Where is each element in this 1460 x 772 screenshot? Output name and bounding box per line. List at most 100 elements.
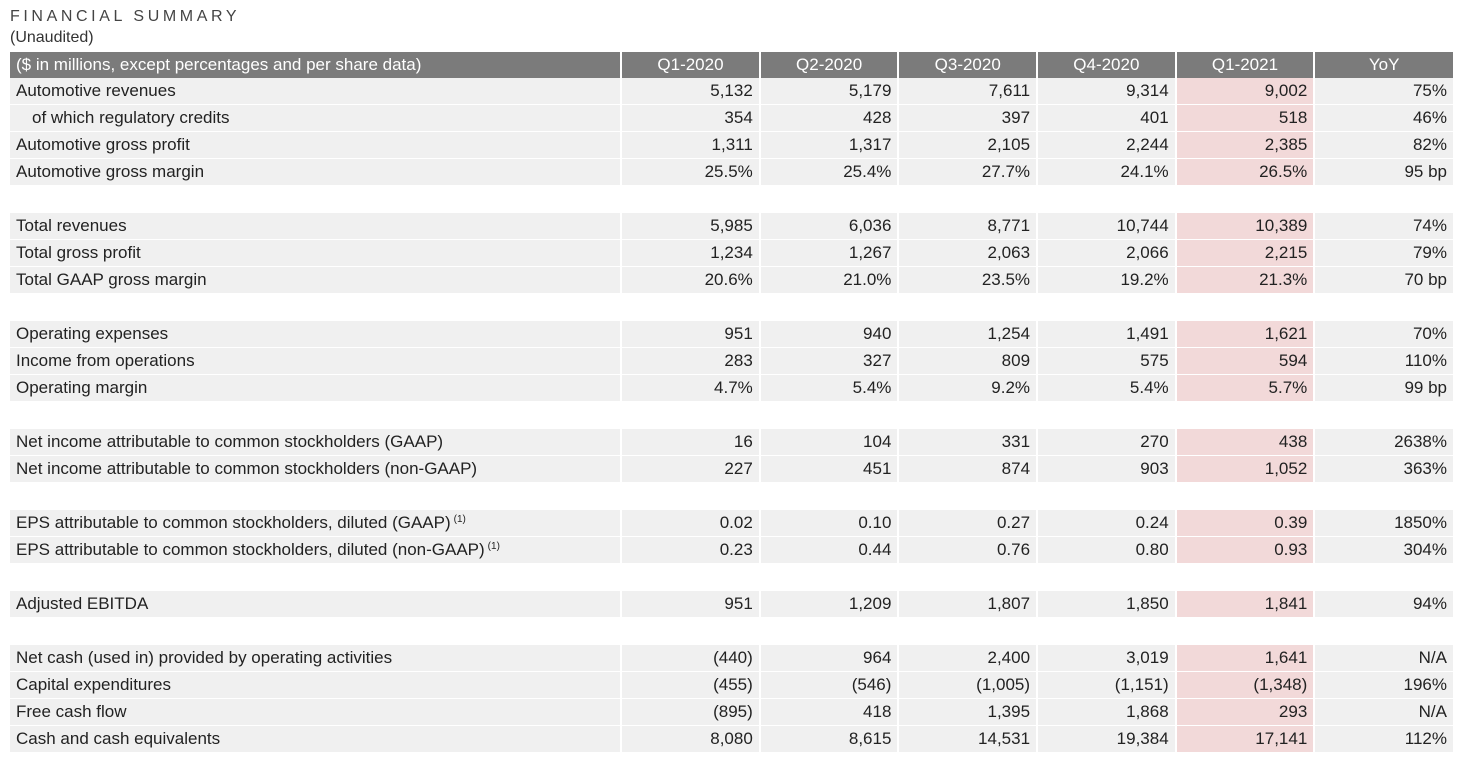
column-header-q4-2020: Q4-2020 xyxy=(1037,52,1177,78)
table-cell: 1,807 xyxy=(898,591,1039,618)
row-label: Capital expenditures xyxy=(10,671,623,699)
table-cell: 79% xyxy=(1314,239,1453,267)
row-label: EPS attributable to common stockholders,… xyxy=(10,536,623,564)
table-cell: 1,052 xyxy=(1175,455,1316,483)
table-cell: 4.7% xyxy=(621,374,761,402)
table-cell: 0.80 xyxy=(1037,536,1177,564)
table-cell: 397 xyxy=(898,104,1039,132)
table-cell: 903 xyxy=(1037,455,1177,483)
row-label: of which regulatory credits xyxy=(10,104,623,132)
table-cell: 5,985 xyxy=(621,213,761,240)
table-cell: 5,132 xyxy=(621,78,761,105)
row-label: Adjusted EBITDA xyxy=(10,591,623,618)
row-label-text: Capital expenditures xyxy=(16,675,171,694)
table-cell: 3,019 xyxy=(1037,645,1177,672)
table-cell: 9,002 xyxy=(1175,78,1316,105)
table-row: Total revenues 5,985 6,036 8,771 10,744 10,38… xyxy=(10,213,1453,240)
table-row: Automotive gross profit 1,311 1,317 2,105 2,… xyxy=(10,131,1453,159)
table-cell: 2,400 xyxy=(898,645,1039,672)
table-cell: 74% xyxy=(1314,213,1453,240)
table-cell: 21.0% xyxy=(759,266,900,294)
table-cell: 5.4% xyxy=(759,374,900,402)
table-cell: 110% xyxy=(1314,347,1453,375)
table-cell: 1,491 xyxy=(1037,321,1177,348)
row-label-text: EPS attributable to common stockholders,… xyxy=(16,513,451,532)
table-cell: 270 xyxy=(1037,429,1177,456)
row-label-text: Total revenues xyxy=(16,216,127,235)
financial-summary-table: ($ in millions, except percentages and p… xyxy=(10,52,1453,753)
table-cell: 5.7% xyxy=(1175,374,1316,402)
table-row: Capital expenditures (455) (546) (1,005) (1,… xyxy=(10,671,1453,699)
table-row: Free cash flow (895) 418 1,395 1,868 293 N/A xyxy=(10,698,1453,726)
group-spacer-cell xyxy=(10,401,1453,429)
table-cell: 304% xyxy=(1314,536,1453,564)
row-label: Free cash flow xyxy=(10,698,623,726)
table-cell: 20.6% xyxy=(621,266,761,294)
table-cell: 75% xyxy=(1314,78,1453,105)
table-cell: 1,850 xyxy=(1037,591,1177,618)
table-cell: 0.24 xyxy=(1037,510,1177,537)
column-header-q3-2020: Q3-2020 xyxy=(898,52,1039,78)
table-cell: (546) xyxy=(759,671,900,699)
table-cell: 0.93 xyxy=(1175,536,1316,564)
group-spacer-cell xyxy=(10,482,1453,510)
table-cell: 46% xyxy=(1314,104,1453,132)
row-label: Net income attributable to common stockh… xyxy=(10,429,623,456)
table-cell: 5,179 xyxy=(759,78,900,105)
row-label-text: EPS attributable to common stockholders,… xyxy=(16,540,485,559)
table-row: Income from operations 283 327 809 575 594 110… xyxy=(10,347,1453,375)
table-cell: 24.1% xyxy=(1037,158,1177,186)
group-spacer-cell xyxy=(10,185,1453,213)
table-cell: 451 xyxy=(759,455,900,483)
row-label: Operating margin xyxy=(10,374,623,402)
table-cell: 6,036 xyxy=(759,213,900,240)
table-cell: 17,141 xyxy=(1175,725,1316,753)
table-cell: 940 xyxy=(759,321,900,348)
table-cell: (1,005) xyxy=(898,671,1039,699)
table-cell: 2638% xyxy=(1314,429,1453,456)
table-cell: 1,209 xyxy=(759,591,900,618)
table-cell: 21.3% xyxy=(1175,266,1316,294)
table-cell: 9.2% xyxy=(898,374,1039,402)
group-spacer xyxy=(10,482,1453,510)
table-cell: 1,254 xyxy=(898,321,1039,348)
row-label-text: of which regulatory credits xyxy=(32,108,230,127)
table-cell: 951 xyxy=(621,591,761,618)
table-cell: 951 xyxy=(621,321,761,348)
row-label: Total gross profit xyxy=(10,239,623,267)
table-cell: 0.27 xyxy=(898,510,1039,537)
table-cell: 25.5% xyxy=(621,158,761,186)
table-cell: 10,389 xyxy=(1175,213,1316,240)
column-header-q2-2020: Q2-2020 xyxy=(759,52,900,78)
group-spacer-cell xyxy=(10,293,1453,321)
row-label: Automotive gross profit xyxy=(10,131,623,159)
row-label: Automotive gross margin xyxy=(10,158,623,186)
table-cell: 575 xyxy=(1037,347,1177,375)
table-row: Total GAAP gross margin 20.6% 21.0% 23.5% 19… xyxy=(10,266,1453,294)
table-cell: 27.7% xyxy=(898,158,1039,186)
group-spacer xyxy=(10,617,1453,645)
table-cell: 594 xyxy=(1175,347,1316,375)
table-cell: 99 bp xyxy=(1314,374,1453,402)
table-cell: 1,311 xyxy=(621,131,761,159)
row-label-text: Free cash flow xyxy=(16,702,127,721)
table-cell: 5.4% xyxy=(1037,374,1177,402)
table-cell: 2,105 xyxy=(898,131,1039,159)
table-row: Cash and cash equivalents 8,080 8,615 14,53… xyxy=(10,725,1453,753)
table-cell: 283 xyxy=(621,347,761,375)
table-row: Net cash (used in) provided by operating… xyxy=(10,645,1453,672)
page-title: FINANCIAL SUMMARY xyxy=(10,8,241,25)
group-spacer-cell xyxy=(10,617,1453,645)
table-cell: 8,771 xyxy=(898,213,1039,240)
table-cell: (895) xyxy=(621,698,761,726)
table-cell: 363% xyxy=(1314,455,1453,483)
table-cell: 809 xyxy=(898,347,1039,375)
column-header-q1-2020: Q1-2020 xyxy=(621,52,761,78)
row-label: Cash and cash equivalents xyxy=(10,725,623,753)
table-cell: 25.4% xyxy=(759,158,900,186)
table-cell: N/A xyxy=(1314,698,1453,726)
table-cell: (1,348) xyxy=(1175,671,1316,699)
row-label: Operating expenses xyxy=(10,321,623,348)
table-cell: 1,317 xyxy=(759,131,900,159)
row-label-text: Adjusted EBITDA xyxy=(16,594,149,613)
